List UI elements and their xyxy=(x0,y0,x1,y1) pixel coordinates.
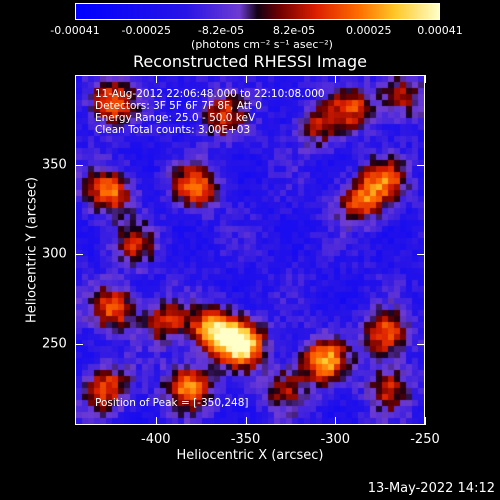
x-major-tick xyxy=(245,417,247,425)
y-major-tick xyxy=(75,254,83,256)
peak-position-annotation: Position of Peak = [-350,248] xyxy=(95,397,249,409)
y-major-tick-right xyxy=(417,164,425,166)
y-major-tick-right xyxy=(417,344,425,346)
detectors-annotation: Detectors: 3F 5F 6F 7F 8F, Att 0 xyxy=(95,100,262,112)
x-tick-label: -350 xyxy=(230,432,261,447)
x-major-tick xyxy=(425,417,426,425)
colorbar-units-label: (photons cm⁻² s⁻¹ asec⁻²) xyxy=(191,38,333,51)
plot-area xyxy=(75,75,425,425)
y-axis-label: Heliocentric Y (arcsec) xyxy=(24,177,40,323)
time-range-annotation: 11-Aug-2012 22:06:48.000 to 22:10:08.000 xyxy=(95,88,325,100)
y-major-tick xyxy=(75,344,83,346)
colorbar-tick-label: -0.00025 xyxy=(121,24,171,37)
colorbar-tick-label: 0.00025 xyxy=(346,24,392,37)
x-major-tick-top xyxy=(155,75,157,83)
y-tick-label: 250 xyxy=(42,336,67,352)
colorbar-tick-label: -8.2e-05 xyxy=(197,24,245,37)
x-major-tick xyxy=(335,417,337,425)
x-major-tick xyxy=(155,417,157,425)
x-tick-label: -300 xyxy=(320,432,351,447)
y-major-tick-right xyxy=(417,254,425,256)
chart-title: Reconstructed RHESSI Image xyxy=(133,52,367,71)
y-major-tick xyxy=(75,164,83,166)
colorbar-tick-label: 8.2e-05 xyxy=(272,24,316,37)
y-tick-label: 300 xyxy=(42,246,67,262)
counts-annotation: Clean Total counts: 3.00E+03 xyxy=(95,124,251,136)
energy-range-annotation: Energy Range: 25.0 - 50.0 keV xyxy=(95,112,256,124)
x-tick-label: -400 xyxy=(141,432,171,447)
x-major-tick-top xyxy=(335,75,337,83)
y-tick-label: 350 xyxy=(42,157,67,173)
colorbar-tick-label: 0.00041 xyxy=(417,24,463,37)
footer-date: 13-May-2022 14:12 xyxy=(367,481,495,496)
x-tick-label: -250 xyxy=(410,432,440,447)
x-major-tick-top xyxy=(245,75,247,83)
x-major-tick-top xyxy=(425,75,426,83)
colorbar-tick-label: -0.00041 xyxy=(50,24,100,37)
x-axis-label: Heliocentric X (arcsec) xyxy=(176,448,324,463)
colorbar xyxy=(75,3,440,20)
heatmap-image xyxy=(76,76,424,424)
